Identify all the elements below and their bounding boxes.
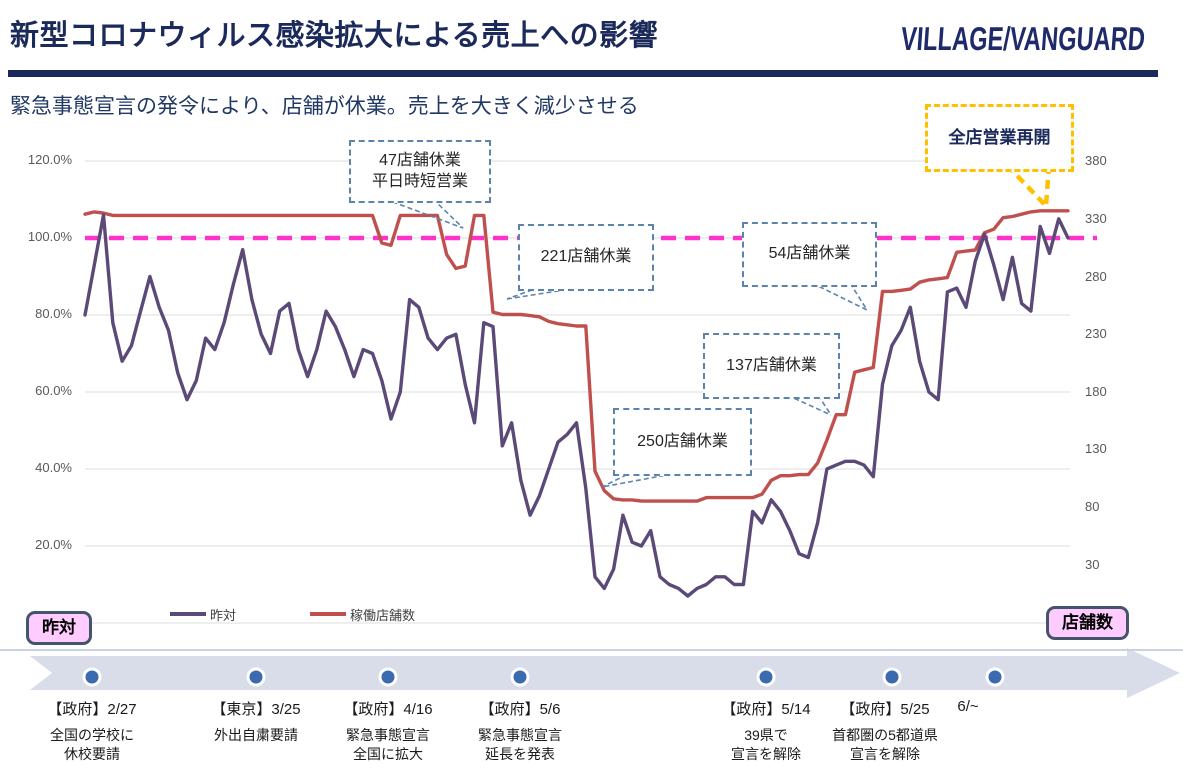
section-divider [0, 649, 1183, 651]
timeline-event-desc: 休校要請 [64, 746, 120, 762]
timeline-dot [510, 667, 530, 687]
callout-text: 平日時短営業 [371, 172, 468, 190]
callout-tail-c54 [811, 282, 868, 311]
callout-tail-c47 [384, 198, 464, 229]
timeline-event: 【政府】5/25 首都圏の5都道県 宣言を解除 [797, 698, 973, 764]
title-underline [8, 70, 1158, 77]
timeline-event-date: 【政府】5/25 [840, 701, 930, 718]
legend-item-stores: 稼働店舗数 [310, 605, 415, 624]
stores-line-swatch [310, 612, 347, 616]
timeline-event-desc: 緊急事態宣言 [478, 727, 562, 743]
callout-text: 137店舗休業 [726, 356, 817, 374]
timeline-event: 6/~ [880, 698, 1056, 722]
timeline-event-desc: 全国に拡大 [353, 746, 423, 762]
legend-item-sales: 昨対 [170, 605, 236, 624]
left-axis-tick: 60.0% [35, 383, 72, 398]
callout-tail-c250 [601, 470, 689, 488]
timeline-event: 【政府】5/6 緊急事態宣言 延長を発表 [432, 698, 608, 764]
stores-line [83, 209, 1070, 503]
callout-reopen: 全店営業再開 [925, 104, 1074, 172]
callout-text: 221店舗休業 [540, 248, 632, 266]
timeline-event-date: 【政府】2/27 [47, 701, 137, 718]
callout-text: 47店舗休業 [379, 151, 461, 169]
timeline-dot [378, 667, 398, 687]
sales-line-swatch [170, 612, 206, 616]
right-axis-tick: 230 [1085, 326, 1107, 342]
right-axis-tick: 80 [1085, 499, 1100, 514]
timeline-event-desc: 延長を発表 [485, 746, 555, 762]
timeline-event: 【政府】5/14 39県で宣言を解除 [678, 698, 854, 764]
left-axis-tick: 20.0% [35, 537, 72, 552]
callout-text: 全店営業再開 [948, 127, 1051, 147]
callout-tail-c250 [601, 470, 635, 488]
timeline-event-date: 【政府】4/16 [343, 701, 433, 718]
timeline-event: 【東京】3/25 外出自粛要請 [168, 698, 344, 745]
right-axis-tick: 30 [1085, 556, 1100, 572]
timeline-dot [985, 667, 1005, 687]
right-axis-tick: 280 [1085, 268, 1107, 284]
subtitle: 緊急事態宣言の発令により、店舗が休業。売上を大きく減少させる [10, 95, 639, 118]
timeline-event-desc: 全国の学校に [50, 727, 134, 743]
right-axis-tick: 380 [1085, 153, 1107, 169]
left-axis-tick: 80.0% [35, 306, 72, 321]
callout-c47: 47店舗休業 平日時短営業 [349, 140, 491, 203]
timeline-event-desc: 宣言を解除 [731, 746, 801, 762]
callout-c54: 54店舗休業 [742, 222, 877, 287]
callout-text: 250店舗休業 [637, 432, 728, 450]
callout-tail-reopen [1005, 163, 1048, 208]
right-axis-tag: 店舗数 [1046, 606, 1129, 641]
timeline-event-desc: 宣言を解除 [850, 746, 920, 762]
left-axis-tick: 120.0% [27, 152, 72, 167]
callout-text: 54店舗休業 [768, 245, 851, 263]
callout-c137: 137店舗休業 [703, 333, 840, 399]
timeline-event-desc: 緊急事態宣言 [346, 727, 430, 743]
right-axis-tick: 130 [1085, 441, 1107, 457]
chart-legend: 昨対 稼働店舗数 [170, 603, 415, 625]
timeline-event-desc: 39県で [744, 727, 788, 743]
callout-c250: 250店舗休業 [613, 408, 752, 476]
village-vanguard-logo: VILLAGE/VANGUARD [898, 10, 1153, 66]
callout-tail-c47 [432, 198, 464, 229]
callout-tail-c221 [506, 286, 541, 300]
timeline-event-date: 【政府】5/6 [479, 701, 561, 718]
timeline-dot [246, 667, 266, 687]
callout-tail-c54 [849, 282, 868, 311]
page-title: 新型コロナウィルス感染拡大による売上への影響 [10, 20, 659, 52]
timeline-event: 【政府】2/27 全国の学校に 休校要請 [4, 698, 180, 764]
right-axis-tick: 180 [1085, 383, 1107, 399]
right-axis-tick: 330 [1085, 211, 1107, 226]
sales-line [83, 213, 1070, 598]
timeline-dot [82, 667, 102, 687]
left-axis-tick: 40.0% [35, 460, 72, 475]
timeline-event-desc: 外出自粛要請 [214, 727, 298, 743]
timeline-dot [756, 667, 776, 687]
timeline-event-date: 【政府】5/14 [721, 701, 811, 718]
left-axis-tick: 100.0% [27, 229, 72, 244]
left-axis-tag: 昨対 [26, 611, 92, 646]
logo-text: VILLAGE/VANGUARD [900, 21, 1147, 58]
timeline-event-date: 【東京】3/25 [211, 701, 301, 718]
legend-label-stores: 稼働店舗数 [350, 607, 416, 623]
legend-label-sales: 昨対 [210, 607, 237, 623]
timeline-event-date: 6/~ [957, 698, 979, 715]
timeline-dot [882, 667, 902, 687]
timeline-event: 【政府】4/16 緊急事態宣言 全国に拡大 [300, 698, 476, 764]
timeline-event-desc: 首都圏の5都道県 [832, 727, 938, 743]
callout-c221: 221店舗休業 [518, 224, 654, 291]
timeline-arrow-band [30, 648, 1180, 698]
